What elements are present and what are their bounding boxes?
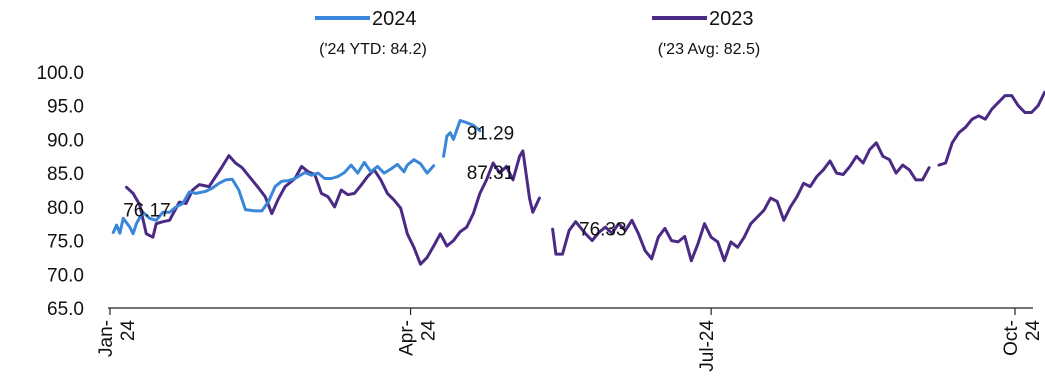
- y-tick-label: 70.0: [47, 265, 84, 286]
- legend-item-2024: 2024 ('24 YTD: 84.2): [315, 8, 427, 58]
- legend: 2024 ('24 YTD: 84.2) 2023 ('23 Avg: 82.5…: [315, 8, 760, 58]
- legend-item-2023: 2023 ('23 Avg: 82.5): [652, 8, 760, 58]
- legend-note-2024: ('24 YTD: 84.2): [319, 41, 427, 58]
- y-axis: 65.0 70.0 75.0 80.0 85.0 90.0 95.0 100.0: [36, 63, 84, 320]
- y-tick-label: 80.0: [47, 198, 84, 219]
- series-line-2024: [111, 158, 436, 236]
- y-tick-label: 90.0: [47, 130, 84, 151]
- x-tick-label: Apr-: [397, 320, 418, 356]
- x-tick-label: 24: [1023, 320, 1044, 342]
- legend-label-2023: 2023: [709, 8, 754, 30]
- x-tick-label: Oct-: [1001, 320, 1022, 356]
- x-tick-label: Jul-24: [697, 320, 718, 372]
- data-label: 76.17: [123, 201, 171, 222]
- y-tick-label: 75.0: [47, 232, 84, 253]
- data-label: 87.31: [467, 163, 515, 184]
- legend-note-2023: ('23 Avg: 82.5): [658, 41, 760, 58]
- series-line-2024: [442, 119, 482, 158]
- annotations: 76.17 91.29 87.31 76.33: [123, 124, 626, 241]
- series-line-2023: [551, 141, 931, 263]
- y-tick-label: 85.0: [47, 164, 84, 185]
- series-line-2023: [937, 90, 1045, 167]
- series-lines: [111, 90, 1045, 266]
- y-tick-label: 95.0: [47, 97, 84, 118]
- legend-label-2024: 2024: [372, 8, 417, 30]
- data-label: 76.33: [579, 219, 627, 240]
- x-axis: Jan- 24 Apr- 24 Jul-24 Oct- 24: [96, 307, 1044, 372]
- x-tick-label: Jan-: [96, 320, 117, 357]
- y-tick-label: 100.0: [36, 63, 84, 84]
- data-label: 91.29: [467, 124, 515, 145]
- y-tick-label: 65.0: [47, 299, 84, 320]
- x-tick-label: 24: [118, 320, 139, 342]
- series-line-2023: [125, 149, 541, 266]
- x-tick-label: 24: [419, 320, 440, 342]
